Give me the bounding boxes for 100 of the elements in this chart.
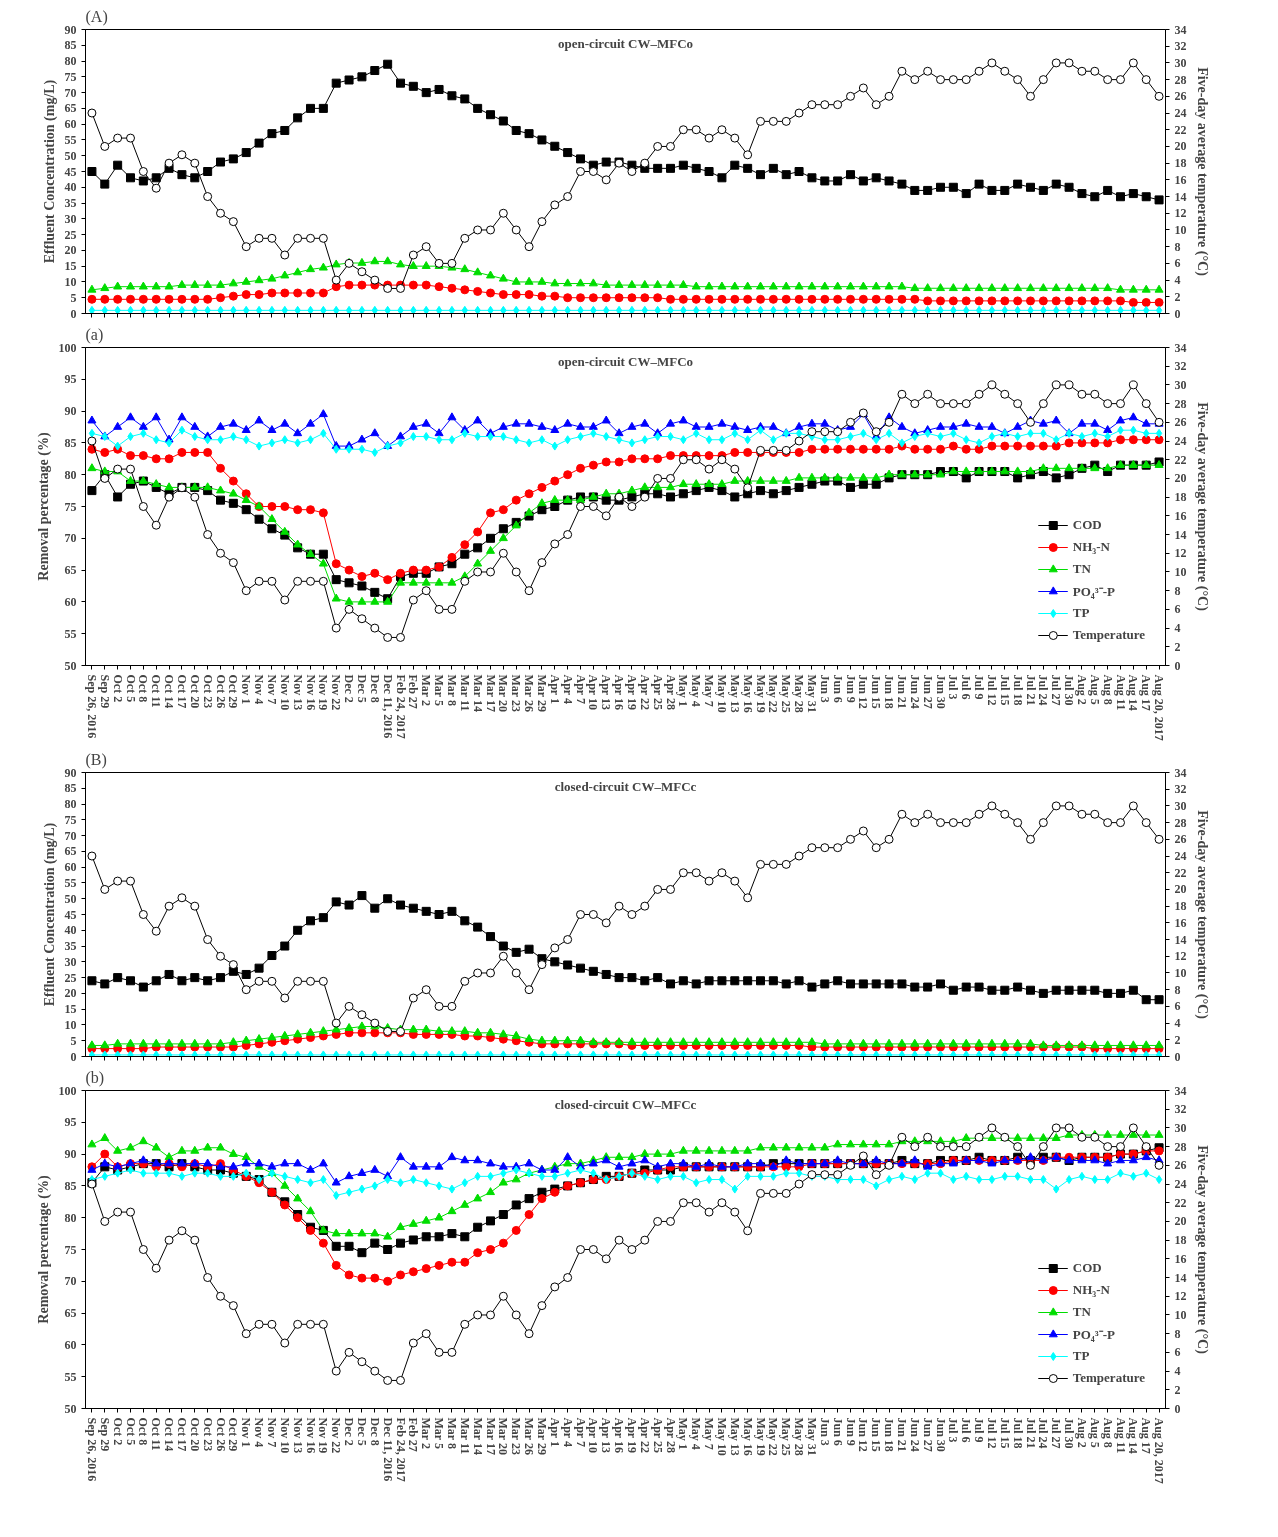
y-tick-label: 90 [64, 404, 77, 419]
y2-tick-label: 20 [1174, 882, 1187, 897]
x-tick-label: Nov 10 [277, 674, 292, 711]
y2-tick-label: 12 [1174, 546, 1187, 561]
y-tick-label: 70 [64, 1274, 77, 1289]
x-tick-label: Mar 17 [483, 1417, 498, 1455]
legend-label: TN [1072, 561, 1092, 577]
x-tick-label: Jul 21 [1023, 1417, 1038, 1449]
x-tick-label: Oct 17 [174, 1417, 189, 1452]
y2-tick-label: 30 [1174, 798, 1187, 813]
y-tick-label: 65 [64, 563, 77, 578]
x-tick-label: Nov 19 [316, 1417, 331, 1454]
y-axis-title: Effluent Concentration (mg/L) [41, 79, 58, 264]
text: open-circuit CW–MFCo [557, 35, 694, 51]
y2-tick-label: 4 [1174, 1364, 1181, 1379]
y-tick-label: 85 [64, 781, 77, 796]
x-tick-label: Aug 20, 2017 [1152, 1417, 1167, 1484]
y2-tick-label: 18 [1174, 1233, 1187, 1248]
legend-label: NH₃-N [1072, 1282, 1110, 1298]
x-tick-label: Mar 23 [509, 674, 524, 712]
y2-tick-label: 12 [1174, 206, 1187, 221]
x-tick-label: Jun 9 [843, 1417, 858, 1446]
x-tick-label: Oct 2 [110, 1417, 125, 1446]
y-tick-label: 90 [64, 22, 77, 37]
x-tick-label: Jul 18 [1010, 674, 1025, 706]
x-tick-label: May 31 [804, 674, 819, 713]
y2-tick-label: 26 [1174, 415, 1187, 430]
x-tick-label: Mar 8 [444, 1417, 459, 1449]
x-tick-label: Mar 29 [534, 674, 549, 712]
y2-tick-label: 6 [1174, 256, 1181, 271]
x-tick-label: Nov 16 [303, 1417, 318, 1454]
x-tick-label: Aug 8 [1100, 674, 1115, 705]
x-tick-label: Feb 24, 2017 [393, 674, 408, 739]
x-tick-label: Oct 8 [136, 674, 151, 703]
x-tick-label: Jun 30 [933, 1417, 948, 1452]
y2-axis-title: Five-day average temperature (°C) [1193, 810, 1210, 1020]
x-tick-label: Mar 11 [457, 1417, 472, 1455]
x-tick-label: Jun 3 [817, 1417, 832, 1446]
x-tick-label: Mar 5 [432, 674, 447, 706]
y2-tick-label: 8 [1174, 1326, 1181, 1341]
y2-tick-label: 0 [1174, 658, 1181, 673]
y2-tick-label: 30 [1174, 1120, 1187, 1135]
x-tick-label: Apr 1 [547, 674, 562, 704]
x-tick-label: Apr 1 [547, 1417, 562, 1447]
x-tick-label: Jun 6 [830, 1417, 845, 1446]
y2-tick-label: 28 [1174, 815, 1187, 830]
y-tick-label: 50 [64, 148, 77, 163]
y2-tick-label: 14 [1174, 932, 1187, 947]
y2-tick-label: 0 [1174, 306, 1181, 321]
y2-tick-label: 8 [1174, 239, 1181, 254]
x-tick-label: Jul 18 [1010, 1417, 1025, 1449]
x-tick-label: Jul 15 [997, 1417, 1012, 1449]
x-tick-label: Nov 4 [252, 674, 267, 705]
x-tick-label: Nov 13 [290, 674, 305, 711]
y-tick-label: 40 [64, 180, 77, 195]
y2-tick-label: 24 [1174, 106, 1187, 121]
y2-tick-label: 26 [1174, 1158, 1187, 1173]
x-tick-label: Jun 15 [869, 674, 884, 709]
x-tick-label: Apr 25 [650, 1417, 665, 1453]
y2-tick-label: 24 [1174, 1177, 1187, 1192]
x-tick-label: Mar 14 [470, 1417, 485, 1455]
y-tick-label: 70 [64, 85, 77, 100]
y-tick-label: 70 [64, 828, 77, 843]
x-tick-label: Jun 30 [933, 674, 948, 709]
y2-tick-label: 24 [1174, 849, 1187, 864]
y2-axis-title: Five-day average temperature (°C) [1193, 402, 1210, 612]
text: closed-circuit CW–MFCc [554, 778, 697, 794]
x-tick-label: Aug 2 [1074, 1417, 1089, 1448]
legend-label: PO₄³⁻-P [1072, 1326, 1115, 1343]
y-tick-label: 80 [64, 797, 77, 812]
y2-tick-label: 18 [1174, 156, 1187, 171]
y2-tick-label: 2 [1174, 1382, 1181, 1397]
text: (A) [85, 7, 108, 26]
y2-tick-label: 32 [1174, 782, 1187, 797]
y2-tick-label: 22 [1174, 865, 1187, 880]
x-tick-label: Jul 6 [959, 674, 974, 700]
legend-label: TP [1072, 605, 1091, 621]
y2-tick-label: 20 [1174, 1214, 1187, 1229]
y-tick-label: 30 [64, 211, 77, 226]
y2-tick-label: 6 [1174, 1345, 1181, 1360]
x-tick-label: Jun 3 [817, 674, 832, 703]
x-tick-label: Jun 24 [907, 1417, 922, 1452]
y-tick-label: 5 [70, 290, 77, 305]
y-tick-label: 40 [64, 923, 77, 938]
legend-label: TP [1072, 1348, 1091, 1364]
x-tick-label: Jun 18 [882, 674, 897, 709]
y2-tick-label: 10 [1174, 965, 1187, 980]
y2-tick-label: 34 [1174, 765, 1187, 780]
x-tick-label: Mar 20 [496, 674, 511, 712]
legend-label: Temperature [1072, 1370, 1145, 1386]
y2-tick-label: 32 [1174, 359, 1187, 374]
y2-tick-label: 0 [1174, 1401, 1181, 1416]
x-tick-label: Aug 8 [1100, 1417, 1115, 1448]
y2-tick-label: 34 [1174, 22, 1187, 37]
x-tick-label: Nov 13 [290, 1417, 305, 1454]
x-tick-label: Nov 7 [264, 674, 279, 705]
y-tick-label: 60 [64, 594, 77, 609]
y-tick-label: 90 [64, 1147, 77, 1162]
y2-tick-label: 4 [1174, 1016, 1181, 1031]
y2-axis-title: Five-day average temperature (°C) [1193, 67, 1210, 277]
